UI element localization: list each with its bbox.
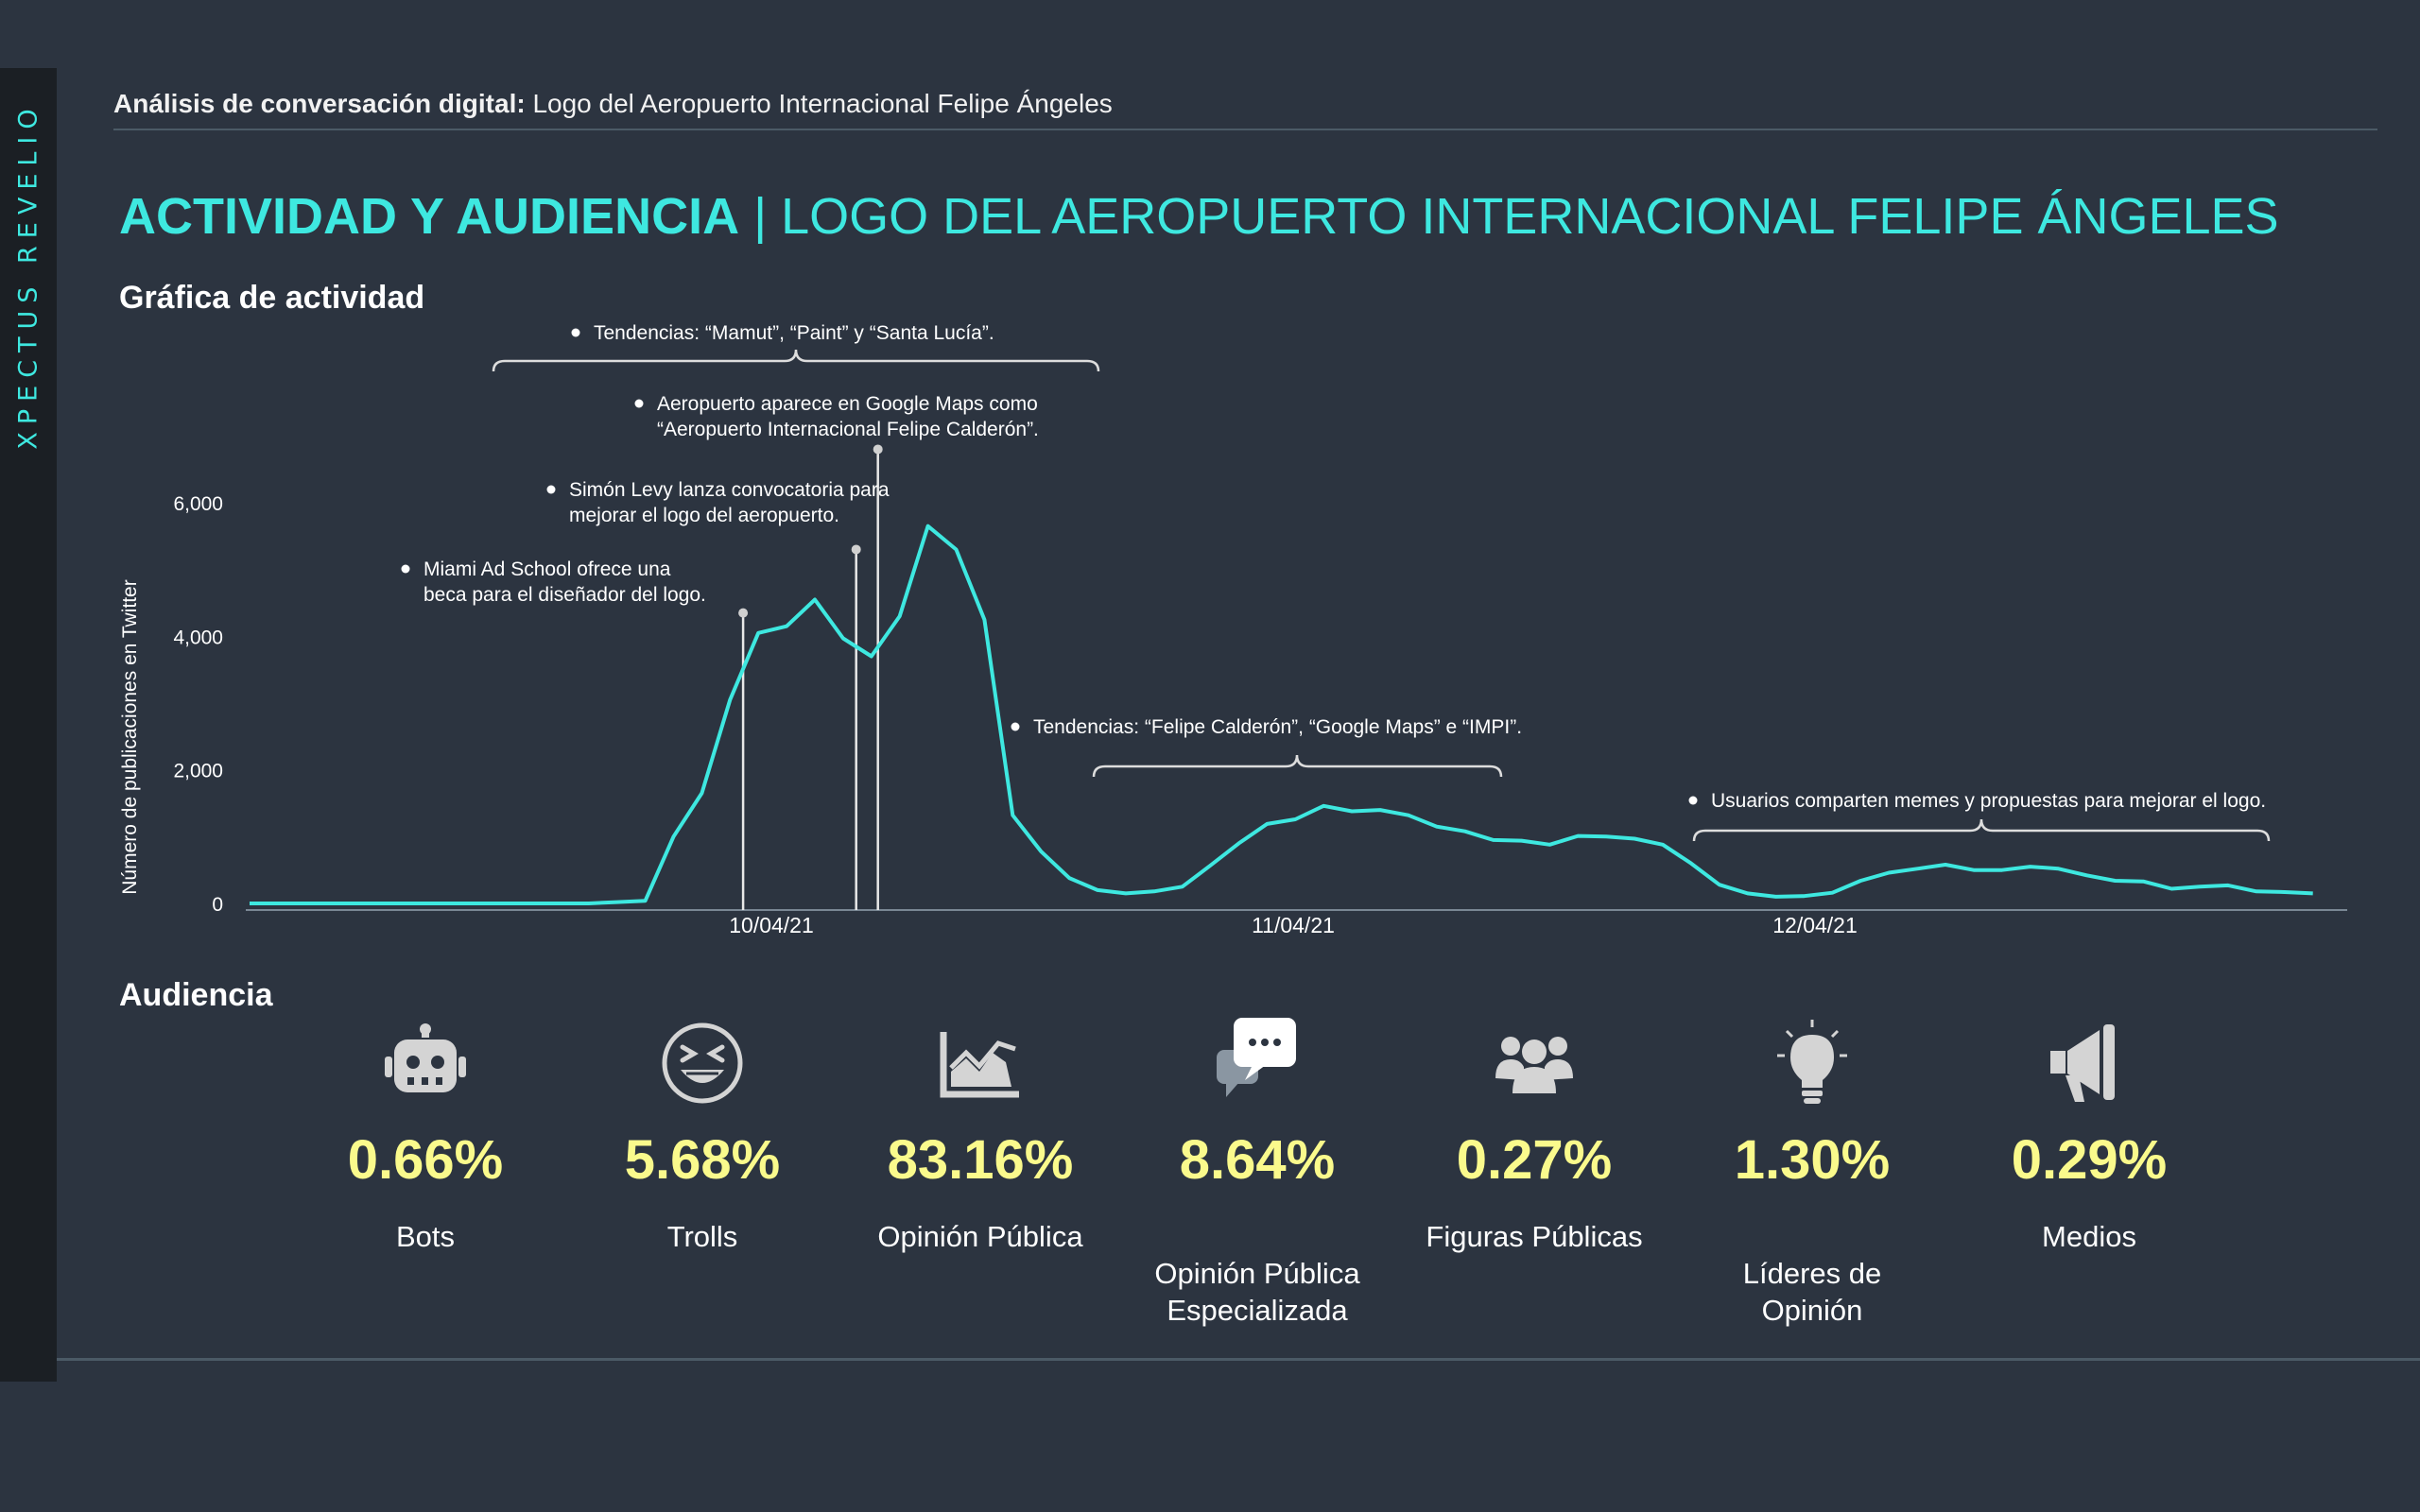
- sidebar: [0, 68, 57, 1382]
- breadcrumb: Análisis de conversación digital: Logo d…: [113, 89, 1113, 119]
- annotation-miami-line2: beca para el diseñador del logo.: [424, 584, 706, 606]
- opinion-publica-percent: 83.16%: [887, 1129, 1074, 1191]
- annotation-maps-line2: “Aeropuerto Internacional Felipe Calderó…: [657, 419, 1039, 440]
- x-tick-label: 11/04/21: [1252, 913, 1335, 937]
- opinion-especializada-label: Opinión Pública Especializada: [1120, 1218, 1394, 1366]
- medios-percent: 0.29%: [2011, 1129, 2168, 1191]
- lideres-percent: 1.30%: [1734, 1129, 1891, 1191]
- page-title: ACTIVIDAD Y AUDIENCIA | LOGO DEL AEROPUE…: [119, 187, 2279, 246]
- y-tick-label: 4,000: [173, 627, 223, 648]
- megaphone-icon: [1952, 1011, 2226, 1115]
- series-line: [250, 524, 2313, 905]
- page-title-rest: | LOGO DEL AEROPUERTO INTERNACIONAL FELI…: [739, 188, 2279, 245]
- page-title-bold: ACTIVIDAD Y AUDIENCIA: [119, 188, 740, 245]
- lightbulb-icon: [1675, 1011, 1949, 1115]
- annotation-bullet: [571, 328, 580, 337]
- audience-section-title: Audiencia: [119, 977, 273, 1013]
- audience-item-figuras-publicas: 0.27% Figuras Públicas: [1397, 1011, 1671, 1255]
- brace-tendencias-1: [492, 349, 1100, 372]
- troll-face-icon: [565, 1011, 839, 1115]
- activity-section-title: Gráfica de actividad: [119, 280, 425, 316]
- annotation-bullet: [1688, 796, 1698, 805]
- y-axis-label: Número de publicaciones en Twitter: [119, 579, 141, 894]
- speech-bubbles-icon: [1120, 1011, 1394, 1115]
- x-tick-label: 10/04/21: [729, 913, 814, 937]
- opinion-publica-label: Opinión Pública: [877, 1220, 1083, 1253]
- footer-divider: [57, 1358, 2420, 1361]
- opinion-especializada-label-text: Opinión Pública Especializada: [1154, 1257, 1360, 1327]
- annotation-tendencias-2: Tendencias: “Felipe Calderón”, “Google M…: [1033, 716, 1522, 738]
- bots-label: Bots: [395, 1220, 456, 1253]
- annotation-bullet: [401, 564, 410, 574]
- people-group-icon: [1397, 1011, 1671, 1115]
- annotation-bullet: [546, 485, 556, 494]
- annotation-levy-line2: mejorar el logo del aeropuerto.: [569, 505, 839, 526]
- audience-item-lideres: 1.30% Líderes de Opinión: [1675, 1011, 1949, 1366]
- y-tick-label: 2,000: [173, 761, 223, 782]
- annotation-levy-line1: Simón Levy lanza convocatoria para: [569, 479, 890, 501]
- audience-item-opinion-publica: 83.16% Opinión Pública: [843, 1011, 1117, 1255]
- x-tick-label: 12/04/21: [1772, 913, 1858, 937]
- audience-item-trolls: 5.68% Trolls: [565, 1011, 839, 1255]
- brace-tendencias-2: [1092, 754, 1503, 778]
- breadcrumb-value: Logo del Aeropuerto Internacional Felipe…: [525, 89, 1113, 118]
- opinion-especializada-percent: 8.64%: [1179, 1129, 1336, 1191]
- medios-label: Medios: [2042, 1220, 2136, 1253]
- lideres-label-text: Líderes de Opinión: [1742, 1257, 1882, 1327]
- annotation-bullet: [634, 399, 644, 408]
- area-chart-icon: [843, 1011, 1117, 1115]
- bots-percent: 0.66%: [347, 1129, 504, 1191]
- y-tick-label: 6,000: [173, 493, 223, 515]
- figuras-publicas-percent: 0.27%: [1456, 1129, 1613, 1191]
- event-marker-dot: [738, 608, 749, 618]
- annotation-maps-line1: Aeropuerto aparece en Google Maps como: [657, 393, 1038, 415]
- annotation-miami-line1: Miami Ad School ofrece una: [424, 558, 671, 580]
- annotation-usuarios: Usuarios comparten memes y propuestas pa…: [1711, 790, 2266, 812]
- breadcrumb-label: Análisis de conversación digital:: [113, 89, 526, 118]
- audience-item-opinion-especializada: 8.64% Opinión Pública Especializada: [1120, 1011, 1394, 1366]
- annotation-bullet: [1011, 722, 1020, 731]
- robot-icon: [288, 1011, 562, 1115]
- audience-item-bots: 0.66% Bots: [288, 1011, 562, 1255]
- trolls-label: Trolls: [666, 1220, 738, 1253]
- event-marker-dot: [873, 444, 883, 455]
- figuras-publicas-label: Figuras Públicas: [1426, 1220, 1643, 1253]
- header-divider: [113, 129, 2377, 130]
- trolls-percent: 5.68%: [624, 1129, 781, 1191]
- event-marker-dot: [851, 544, 861, 555]
- y-tick-label: 0: [212, 894, 223, 916]
- activity-chart: Número de publicaciones en Twitter 6,000…: [119, 322, 2347, 937]
- brace-usuarios: [1692, 818, 2271, 842]
- lideres-label: Líderes de Opinión: [1675, 1218, 1949, 1366]
- annotation-tendencias-1: Tendencias: “Mamut”, “Paint” y “Santa Lu…: [594, 322, 994, 344]
- audience-item-medios: 0.29% Medios: [1952, 1011, 2226, 1255]
